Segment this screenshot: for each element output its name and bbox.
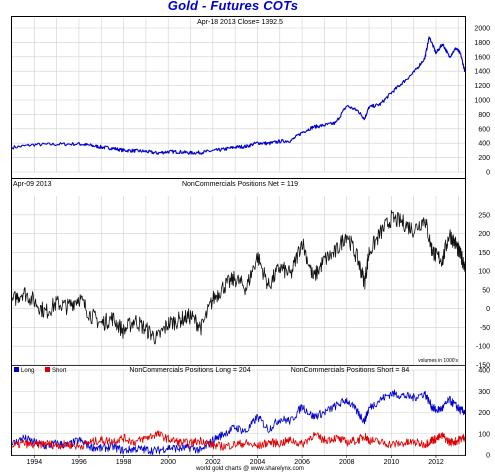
x-tick-label: 2006 — [294, 459, 310, 466]
y-tick-label: 200 — [478, 155, 490, 162]
y-tick-label: 0 — [486, 306, 490, 313]
y-tick-label: 1200 — [474, 83, 490, 90]
y-tick-label: 100 — [478, 269, 490, 276]
long-header: NonCommercials Positions Long = 204 — [129, 367, 250, 374]
y-tick-label: 0 — [486, 170, 490, 177]
y-tick-label: 200 — [478, 410, 490, 417]
y-tick-label: 2000 — [474, 26, 490, 33]
price-header: Apr-18 2013 Close= 1392.5 — [197, 19, 283, 26]
y-tick-label: 800 — [478, 112, 490, 119]
legend-long-swatch — [14, 367, 19, 372]
y-tick-label: 1800 — [474, 40, 490, 47]
price-panel-frame — [11, 16, 466, 179]
y-tick-label: 200 — [478, 231, 490, 238]
legend-short-swatch — [45, 367, 50, 372]
chart-title: Gold - Futures COTs — [167, 0, 299, 13]
x-tick-label: 2010 — [384, 459, 400, 466]
y-tick-label: 1600 — [474, 54, 490, 61]
y-tick-label: 600 — [478, 126, 490, 133]
net-header-value: NonCommercials Positions Net = 119 — [182, 181, 298, 188]
y-tick-label: -100 — [476, 344, 490, 351]
series-line-2-1 — [11, 430, 466, 451]
y-tick-label: 300 — [478, 389, 490, 396]
y-tick-label: 50 — [482, 287, 490, 294]
y-tick-label: -50 — [480, 325, 490, 332]
net-header-date: Apr-09 2013 — [13, 181, 52, 188]
y-tick-label: 100 — [478, 431, 490, 438]
legend-long-label: Long — [21, 368, 34, 374]
volume-note: volumes in 1000's — [418, 358, 458, 364]
x-tick-label: 1998 — [116, 459, 132, 466]
x-tick-label: 2002 — [205, 459, 221, 466]
series-line-0-0 — [11, 36, 466, 155]
y-tick-label: 400 — [478, 141, 490, 148]
x-tick-label: 2004 — [250, 459, 266, 466]
x-tick-label: 1994 — [27, 459, 43, 466]
y-tick-label: 250 — [478, 212, 490, 219]
short-header: NonCommercials Positions Short = 84 — [291, 367, 410, 374]
y-tick-label: 400 — [478, 368, 490, 375]
y-tick-label: 150 — [478, 250, 490, 257]
x-tick-label: 2000 — [160, 459, 176, 466]
series-line-2-0 — [11, 389, 466, 455]
series-line-1-0 — [11, 210, 466, 345]
footer-credit: world gold charts @ www.sharelynx.com — [195, 466, 304, 472]
x-tick-label: 1996 — [71, 459, 87, 466]
y-tick-label: 1400 — [474, 69, 490, 76]
y-tick-label: 0 — [486, 453, 490, 460]
y-tick-label: 1000 — [474, 98, 490, 105]
legend-short-label: Short — [52, 368, 67, 374]
net-panel-frame — [11, 178, 466, 366]
longshort-panel-frame — [11, 365, 466, 456]
y-tick-label: -150 — [476, 363, 490, 370]
x-tick-label: 2008 — [339, 459, 355, 466]
x-tick-label: 2012 — [428, 459, 444, 466]
